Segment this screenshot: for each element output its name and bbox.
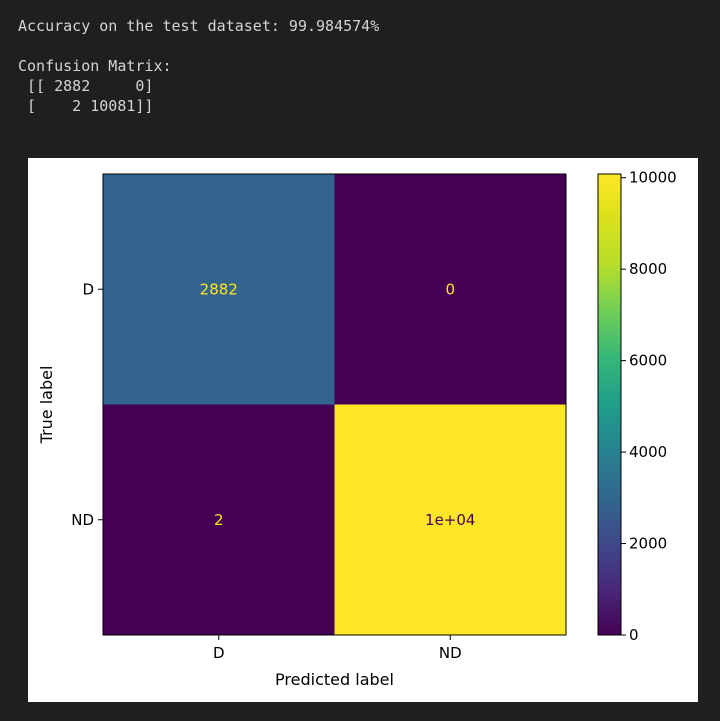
x-tick-label: D xyxy=(213,644,225,662)
axes: D ND D ND Predicted label True label xyxy=(37,173,567,689)
cell-value-label: 2882 xyxy=(200,280,238,298)
x-tick-label: ND xyxy=(439,644,462,662)
y-tick-label: D xyxy=(82,280,94,298)
confusion-matrix-chart: 2882 0 2 1e+04 D ND D ND Predicted label True la… xyxy=(37,169,677,689)
colorbar: 0 2000 4000 6000 8000 10000 xyxy=(597,169,677,644)
colorbar-tick-label: 2000 xyxy=(629,535,667,553)
cell-output-text: Accuracy on the test dataset: 99.984574%… xyxy=(18,16,379,116)
matrix-row-2: [ 2 10081]] xyxy=(18,97,154,115)
colorbar-gradient xyxy=(597,173,622,636)
cell-value-label: 2 xyxy=(214,511,224,529)
blank-line xyxy=(18,36,379,56)
plot-frame xyxy=(102,173,567,636)
accuracy-line: Accuracy on the test dataset: 99.984574% xyxy=(18,17,380,35)
cell-value-label: 1e+04 xyxy=(425,511,475,529)
colorbar-tick-label: 10000 xyxy=(629,169,677,187)
confusion-matrix-figure: 2882 0 2 1e+04 D ND D ND Predicted label True la… xyxy=(28,158,698,702)
cell-value-label: 0 xyxy=(445,280,455,298)
heatmap-cell xyxy=(334,174,566,405)
y-axis-label: True label xyxy=(37,366,56,445)
confusion-matrix-heading: Confusion Matrix: xyxy=(18,57,172,75)
y-tick-label: ND xyxy=(71,511,94,529)
heatmap-cell xyxy=(103,174,335,405)
heatmap-cell xyxy=(334,404,566,635)
colorbar-tick-label: 0 xyxy=(629,626,639,644)
heatmap-cell xyxy=(103,404,335,635)
colorbar-tick-label: 6000 xyxy=(629,352,667,370)
x-axis-label: Predicted label xyxy=(275,670,394,689)
heatmap-cells: 2882 0 2 1e+04 xyxy=(103,174,566,635)
colorbar-tick-label: 4000 xyxy=(629,443,667,461)
matrix-row-1: [[ 2882 0] xyxy=(18,77,154,95)
colorbar-tick-label: 8000 xyxy=(629,260,667,278)
